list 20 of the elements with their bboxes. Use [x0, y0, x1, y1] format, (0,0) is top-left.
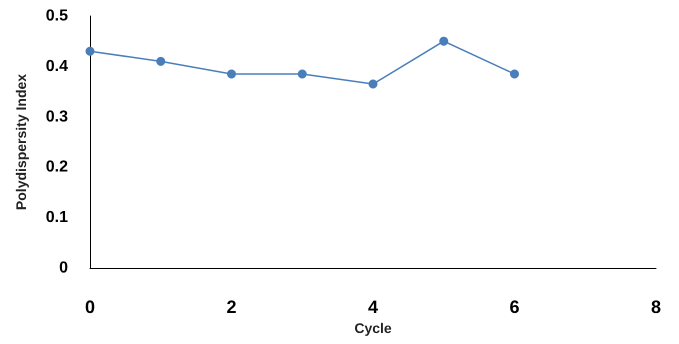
point: [439, 36, 448, 46]
y-tick-label: 0.4: [46, 58, 68, 75]
point: [510, 69, 519, 78]
x-tick-label: 2: [226, 297, 237, 317]
point: [298, 69, 307, 78]
x-tick-label: 6: [509, 297, 520, 317]
y-tick-label: 0.5: [46, 8, 68, 24]
point: [86, 46, 94, 56]
y-tick-label: 0: [59, 260, 68, 276]
y-tick-label: 0.1: [46, 209, 68, 226]
y-axis-title: Polydispersity Index: [13, 74, 29, 210]
y-tick-label: 0.2: [46, 158, 68, 176]
x-tick-label: 8: [650, 297, 662, 317]
x-tick-label: 4: [368, 297, 378, 317]
point: [227, 69, 236, 78]
y-tick-label: 0.3: [46, 108, 68, 126]
x-axis-title: Cycle: [354, 320, 392, 336]
point: [156, 56, 166, 66]
point: [368, 80, 378, 89]
x-tick-label: 0: [84, 297, 96, 317]
